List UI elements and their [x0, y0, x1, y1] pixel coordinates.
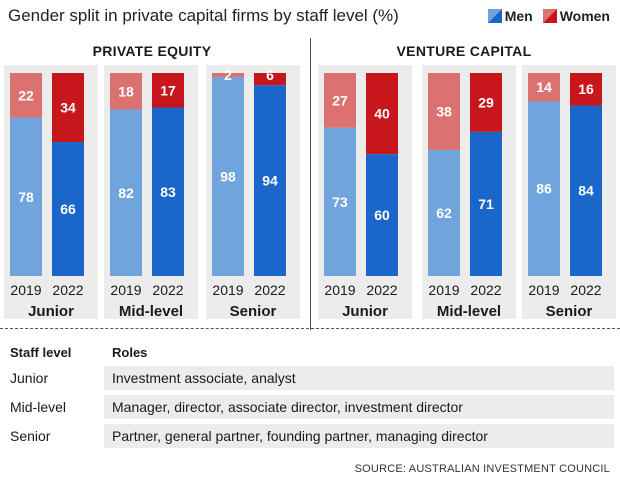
table-row-background: [104, 395, 614, 419]
bar-women-2019: [110, 73, 142, 110]
year-tick-label: 2019: [428, 282, 459, 298]
bar-men-2019: [110, 109, 142, 276]
year-tick-label: 2019: [324, 282, 355, 298]
table-cell-level: Senior: [10, 428, 51, 444]
year-tick-label: 2019: [10, 282, 41, 298]
data-label-men: 73: [332, 194, 348, 210]
table-cell-level: Mid-level: [10, 399, 67, 415]
year-tick-label: 2022: [254, 282, 285, 298]
data-label-women: 6: [266, 67, 274, 83]
data-label-women: 29: [478, 94, 494, 110]
bar-men-2019: [428, 150, 460, 276]
legend-label-men: Men: [504, 8, 533, 24]
year-tick-label: 2019: [528, 282, 559, 298]
data-label-women: 40: [374, 106, 390, 122]
bar-women-2019: [528, 73, 560, 102]
bar-men-2022: [366, 154, 398, 276]
data-label-women: 16: [578, 81, 594, 97]
data-label-women: 27: [332, 92, 348, 108]
group-label-junior: Junior: [28, 303, 74, 320]
year-tick-label: 2022: [152, 282, 183, 298]
source-note: SOURCE: AUSTRALIAN INVESTMENT COUNCIL: [354, 463, 610, 475]
year-tick-label: 2022: [52, 282, 83, 298]
data-label-men: 66: [60, 201, 76, 217]
data-label-men: 86: [536, 181, 552, 197]
bar-women-2019: [324, 73, 356, 128]
group-label-senior: Senior: [546, 303, 593, 320]
data-label-men: 71: [478, 196, 494, 212]
data-label-men: 62: [436, 205, 452, 221]
year-tick-label: 2019: [110, 282, 141, 298]
data-label-women: 14: [536, 79, 552, 95]
table-cell-level: Junior: [10, 370, 49, 386]
data-label-men: 84: [578, 183, 594, 199]
group-label-mid-level: Mid-level: [437, 303, 501, 320]
group-label-mid-level: Mid-level: [119, 303, 183, 320]
bar-women-2022: [52, 73, 84, 143]
legend-item-women: Women: [542, 8, 610, 24]
bar-women-2022: [366, 73, 398, 155]
bar-women-2022: [470, 73, 502, 132]
group-label-junior: Junior: [342, 303, 388, 320]
table-row-background: [104, 424, 614, 448]
year-tick-label: 2022: [570, 282, 601, 298]
bar-women-2019: [428, 73, 460, 151]
bar-men-2019: [324, 127, 356, 276]
data-label-men: 82: [118, 185, 134, 201]
year-tick-label: 2022: [470, 282, 501, 298]
data-label-men: 60: [374, 207, 390, 223]
group-label-senior: Senior: [230, 303, 277, 320]
bar-women-2022: [570, 73, 602, 106]
data-label-men: 78: [18, 189, 34, 205]
year-tick-label: 2022: [366, 282, 397, 298]
table-header-staff-level: Staff level: [10, 345, 72, 360]
legend-item-men: Men: [487, 8, 533, 24]
table-row-background: [104, 366, 614, 390]
stacked-bar-chart: 22 78 2019 34 66 2022 Junior 18 82 2019 17 83 2022 Mi…: [4, 65, 616, 320]
table-cell-roles: Partner, general partner, founding partn…: [112, 428, 488, 444]
table-cell-roles: Investment associate, analyst: [112, 370, 296, 386]
bar-women-2019: [212, 73, 244, 78]
data-label-men: 83: [160, 184, 176, 200]
data-label-women: 38: [436, 104, 452, 120]
legend-swatch-women: [542, 9, 557, 23]
bar-men-2022: [152, 107, 184, 276]
data-label-men: 94: [262, 173, 278, 189]
data-label-women: 2: [224, 67, 232, 83]
data-label-women: 22: [18, 87, 34, 103]
bar-women-2022: [254, 73, 286, 86]
panel-title-private-equity: PRIVATE EQUITY: [92, 43, 212, 59]
table-divider: [0, 328, 620, 329]
data-label-women: 17: [160, 82, 176, 98]
bar-men-2022: [570, 105, 602, 276]
legend-label-women: Women: [559, 8, 610, 24]
bar-men-2022: [254, 85, 286, 277]
bar-men-2019: [528, 101, 560, 276]
table-header-roles: Roles: [112, 345, 148, 360]
bar-men-2019: [212, 77, 244, 276]
bar-women-2019: [10, 73, 42, 118]
bar-women-2022: [152, 73, 184, 108]
panel-title-venture-capital: VENTURE CAPITAL: [396, 43, 532, 59]
panel-divider: [310, 38, 311, 330]
bar-men-2022: [470, 131, 502, 276]
bar-men-2019: [10, 117, 42, 276]
table-cell-roles: Manager, director, associate director, i…: [112, 399, 463, 415]
legend: Men Women: [478, 8, 610, 24]
data-label-women: 18: [118, 83, 134, 99]
data-label-men: 98: [220, 169, 236, 185]
legend-swatch-men: [487, 9, 502, 23]
data-label-women: 34: [60, 100, 76, 116]
year-tick-label: 2019: [212, 282, 243, 298]
chart-title: Gender split in private capital firms by…: [8, 6, 399, 25]
bar-men-2022: [52, 142, 84, 276]
